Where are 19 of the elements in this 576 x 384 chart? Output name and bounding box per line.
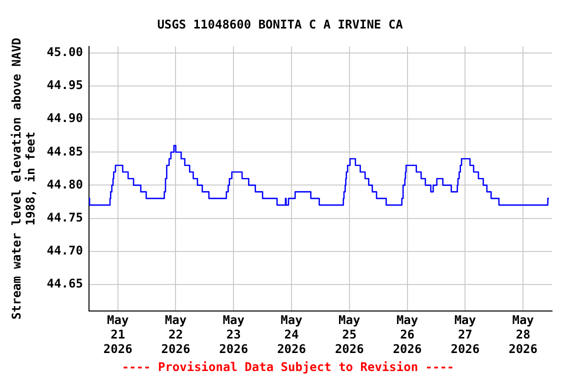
y-axis-title: Stream water level elevation above NAVD 1988, in feet [9,38,38,320]
chart-title: USGS 11048600 BONITA C A IRVINE CA [157,17,404,32]
y-tick-label: 44.75 [46,210,83,224]
x-tick-label: May 26 2026 [392,313,422,356]
x-tick-label: May 22 2026 [161,313,190,356]
y-tick-label: 44.70 [46,243,83,258]
x-tick-label: May 23 2026 [219,313,248,356]
x-tick-label: May 27 2026 [450,313,480,356]
x-tick-label: May 21 2026 [103,313,132,356]
y-tick-label: 44.80 [46,177,83,192]
y-tick-label: 44.95 [46,78,83,92]
text: ---- Provisional Data Subject to Revision ---- [120,360,456,374]
y-tick-label: 44.90 [46,111,83,126]
x-tick-label: May 28 2026 [508,313,538,356]
y-tick-label: 45.00 [46,45,83,60]
x-tick-label: May 25 2026 [334,313,364,356]
y-tick-label: 44.85 [46,144,83,158]
x-tick-label: May 24 2026 [277,313,306,356]
y-tick-label: 44.65 [46,276,83,290]
